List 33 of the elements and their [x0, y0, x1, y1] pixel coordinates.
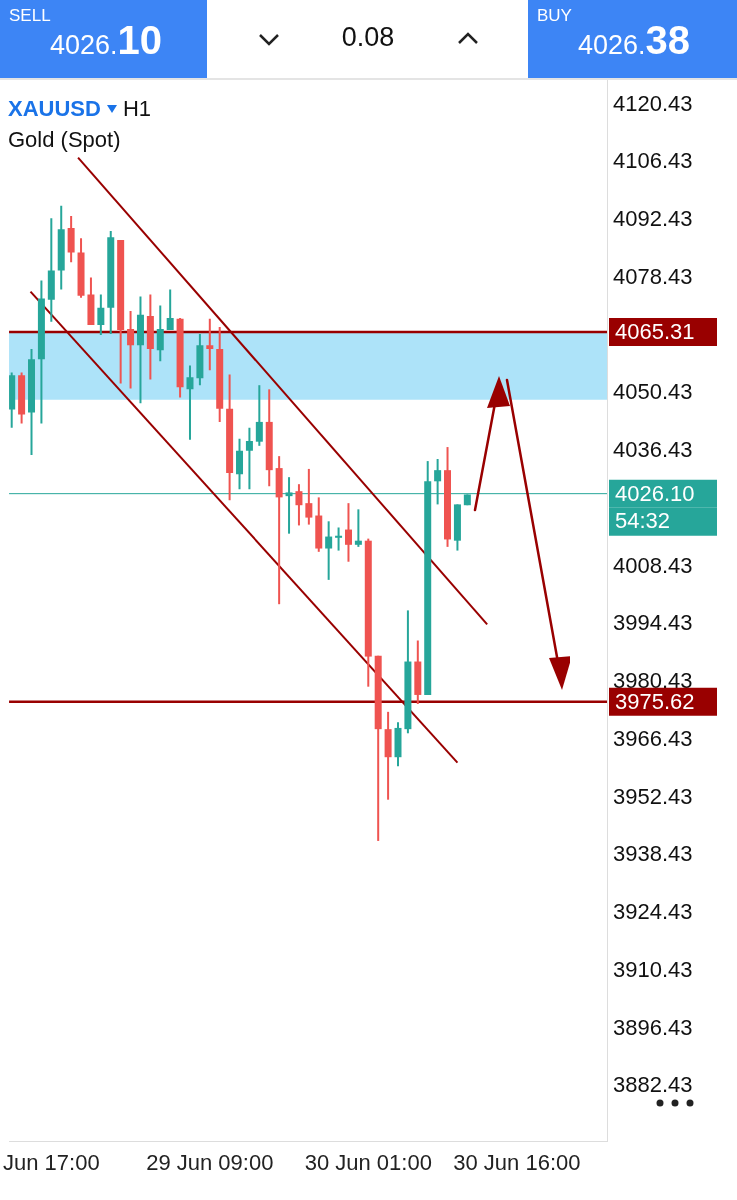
x-tick-label: 29 Jun 09:00	[146, 1149, 274, 1175]
text: BUY	[537, 6, 572, 26]
y-tick-label: 3966.43	[613, 725, 693, 751]
candlestick	[206, 318, 214, 371]
ref-line-label: 4026.10	[615, 480, 695, 506]
y-tick-label: 3938.43	[613, 841, 693, 867]
y-tick-label: 3924.43	[613, 899, 693, 925]
y-tick-label: 3952.43	[613, 783, 693, 809]
text: 4026.10	[50, 18, 163, 62]
x-tick-label: 30 Jun 01:00	[304, 1149, 432, 1175]
text: 4026.38	[578, 18, 691, 62]
x-tick-label: 30 Jun 16:00	[453, 1149, 581, 1175]
candlestick	[354, 509, 362, 547]
y-tick-label: 4008.43	[613, 552, 693, 578]
y-tick-label: 4092.43	[613, 206, 693, 232]
text: SELL	[9, 6, 51, 26]
y-tick-label: 3882.43	[613, 1072, 693, 1098]
x-tick-label: Jun 17:00	[3, 1149, 100, 1175]
ref-line-label: 4065.31	[615, 319, 695, 345]
y-tick-label: 3910.43	[613, 956, 693, 982]
y-tick-label: 4106.43	[613, 148, 693, 174]
y-tick-label: 4036.43	[613, 437, 693, 463]
text: 0.08	[340, 22, 396, 53]
y-tick-label: 3994.43	[613, 610, 693, 636]
y-tick-label: 3896.43	[613, 1014, 693, 1040]
y-tick-label: 4078.43	[613, 263, 693, 289]
text: Gold (Spot)	[8, 127, 121, 153]
text: XAUUSD	[8, 96, 101, 122]
y-tick-label: 4120.43	[613, 90, 693, 116]
annotation: H1	[122, 96, 152, 122]
y-tick-label: 4050.43	[613, 379, 693, 405]
candlestick	[335, 527, 343, 551]
text: 54:32	[615, 507, 671, 533]
